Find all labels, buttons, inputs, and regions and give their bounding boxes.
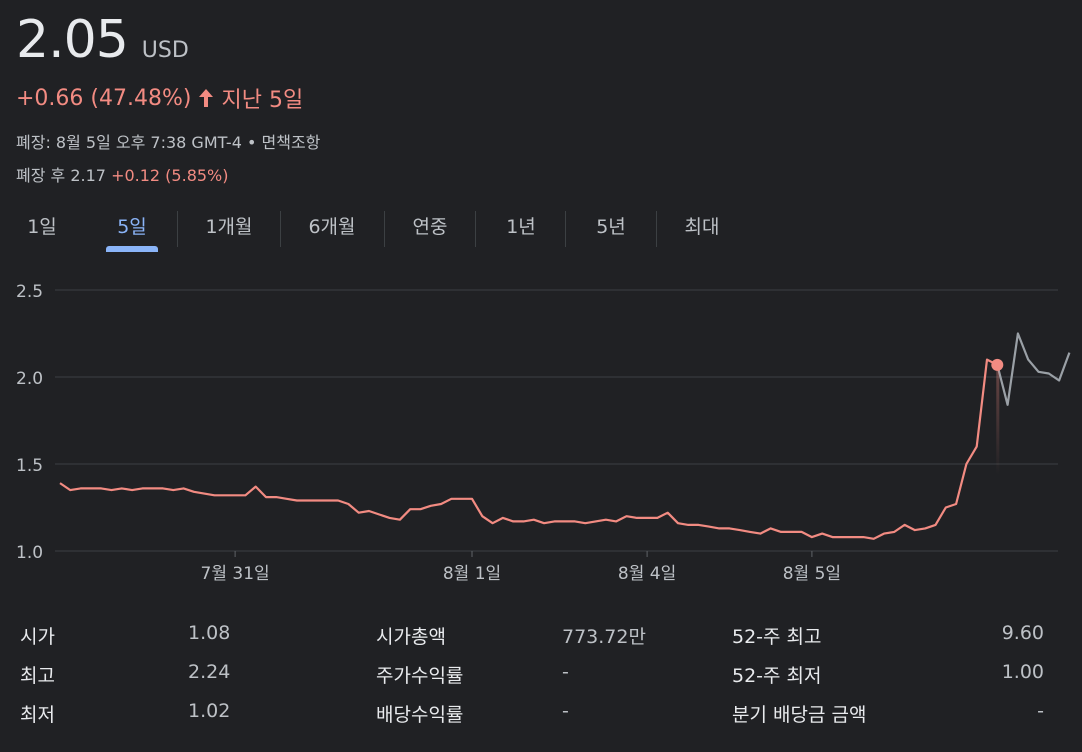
stat-value-pe-ratio: - <box>562 661 569 683</box>
stat-label-52w-high: 52-주 최고 <box>732 626 822 648</box>
current-price: 2.05 <box>16 10 129 70</box>
tab-6m[interactable]: 6개월 <box>308 216 356 238</box>
range-tabs: 1일 5일 1개월 6개월 연중 1년 5년 최대 <box>0 205 760 255</box>
currency-label: USD <box>141 38 189 63</box>
stat-label-dividend-yield: 배당수익률 <box>376 704 464 726</box>
stat-label-quarterly-dividend: 분기 배당금 금액 <box>732 704 867 726</box>
stat-label-high: 최고 <box>20 665 55 687</box>
stat-value-high: 2.24 <box>188 661 231 683</box>
tab-ytd[interactable]: 연중 <box>412 216 448 238</box>
arrow-up-icon <box>199 89 214 107</box>
stat-value-52w-high: 9.60 <box>1001 622 1044 644</box>
current-price-marker <box>991 358 1004 371</box>
x-tick-label: 8월 5일 <box>783 564 841 584</box>
market-closed-text: 폐장: 8월 5일 오후 7:38 GMT-4 • 면책조항 <box>16 133 321 152</box>
tab-divider <box>475 211 476 247</box>
x-tick-label: 8월 1일 <box>443 564 501 584</box>
stat-label-open: 시가 <box>20 626 55 648</box>
y-tick-label: 2.0 <box>16 369 43 389</box>
price-change: +0.66 (47.48%) 지난 5일 <box>16 82 303 114</box>
tab-divider <box>280 211 281 247</box>
y-tick-label: 1.0 <box>16 543 43 563</box>
tab-5d[interactable]: 5일 <box>117 216 147 238</box>
stat-value-52w-low: 1.00 <box>1001 661 1044 683</box>
x-tick-label: 7월 31일 <box>201 564 270 584</box>
y-tick-label: 2.5 <box>16 282 43 302</box>
tab-5y[interactable]: 5년 <box>596 216 626 238</box>
after-hours: 폐장 후 2.17 +0.12 (5.85%) <box>16 162 229 186</box>
active-tab-indicator <box>106 246 158 252</box>
x-tick-label: 8월 4일 <box>618 564 676 584</box>
change-period: 지난 5일 <box>221 88 304 113</box>
tab-divider <box>656 211 657 247</box>
change-value: +0.66 (47.48%) <box>16 85 192 111</box>
tab-1m[interactable]: 1개월 <box>205 216 253 238</box>
after-hours-line-series <box>996 332 1071 406</box>
stat-value-dividend-yield: - <box>562 700 569 722</box>
price-header: 2.05 USD <box>16 10 189 70</box>
stat-value-low: 1.02 <box>188 700 231 722</box>
tab-1y[interactable]: 1년 <box>506 216 536 238</box>
tab-1d[interactable]: 1일 <box>27 216 57 238</box>
after-hours-price: 폐장 후 2.17 <box>16 166 106 185</box>
y-tick-label: 1.5 <box>16 456 43 476</box>
stat-value-open: 1.08 <box>188 622 231 644</box>
tab-divider <box>177 211 178 247</box>
stat-label-low: 최저 <box>20 704 55 726</box>
stat-label-market-cap: 시가총액 <box>376 626 446 648</box>
price-line-series <box>59 358 998 540</box>
tab-max[interactable]: 최대 <box>684 216 720 238</box>
after-hours-change: +0.12 (5.85%) <box>111 166 229 185</box>
stat-value-market-cap: 773.72만 <box>562 626 646 648</box>
marker-fade <box>996 364 1000 475</box>
price-chart[interactable]: 2.5 2.0 1.5 1.0 7월 31일 8월 1일 8월 4일 8월 5일 <box>0 270 1082 600</box>
stat-label-pe-ratio: 주가수익률 <box>376 665 464 687</box>
tab-divider <box>384 211 385 247</box>
stat-value-quarterly-dividend: - <box>1037 700 1044 722</box>
stat-label-52w-low: 52-주 최저 <box>732 665 822 687</box>
tab-divider <box>565 211 566 247</box>
